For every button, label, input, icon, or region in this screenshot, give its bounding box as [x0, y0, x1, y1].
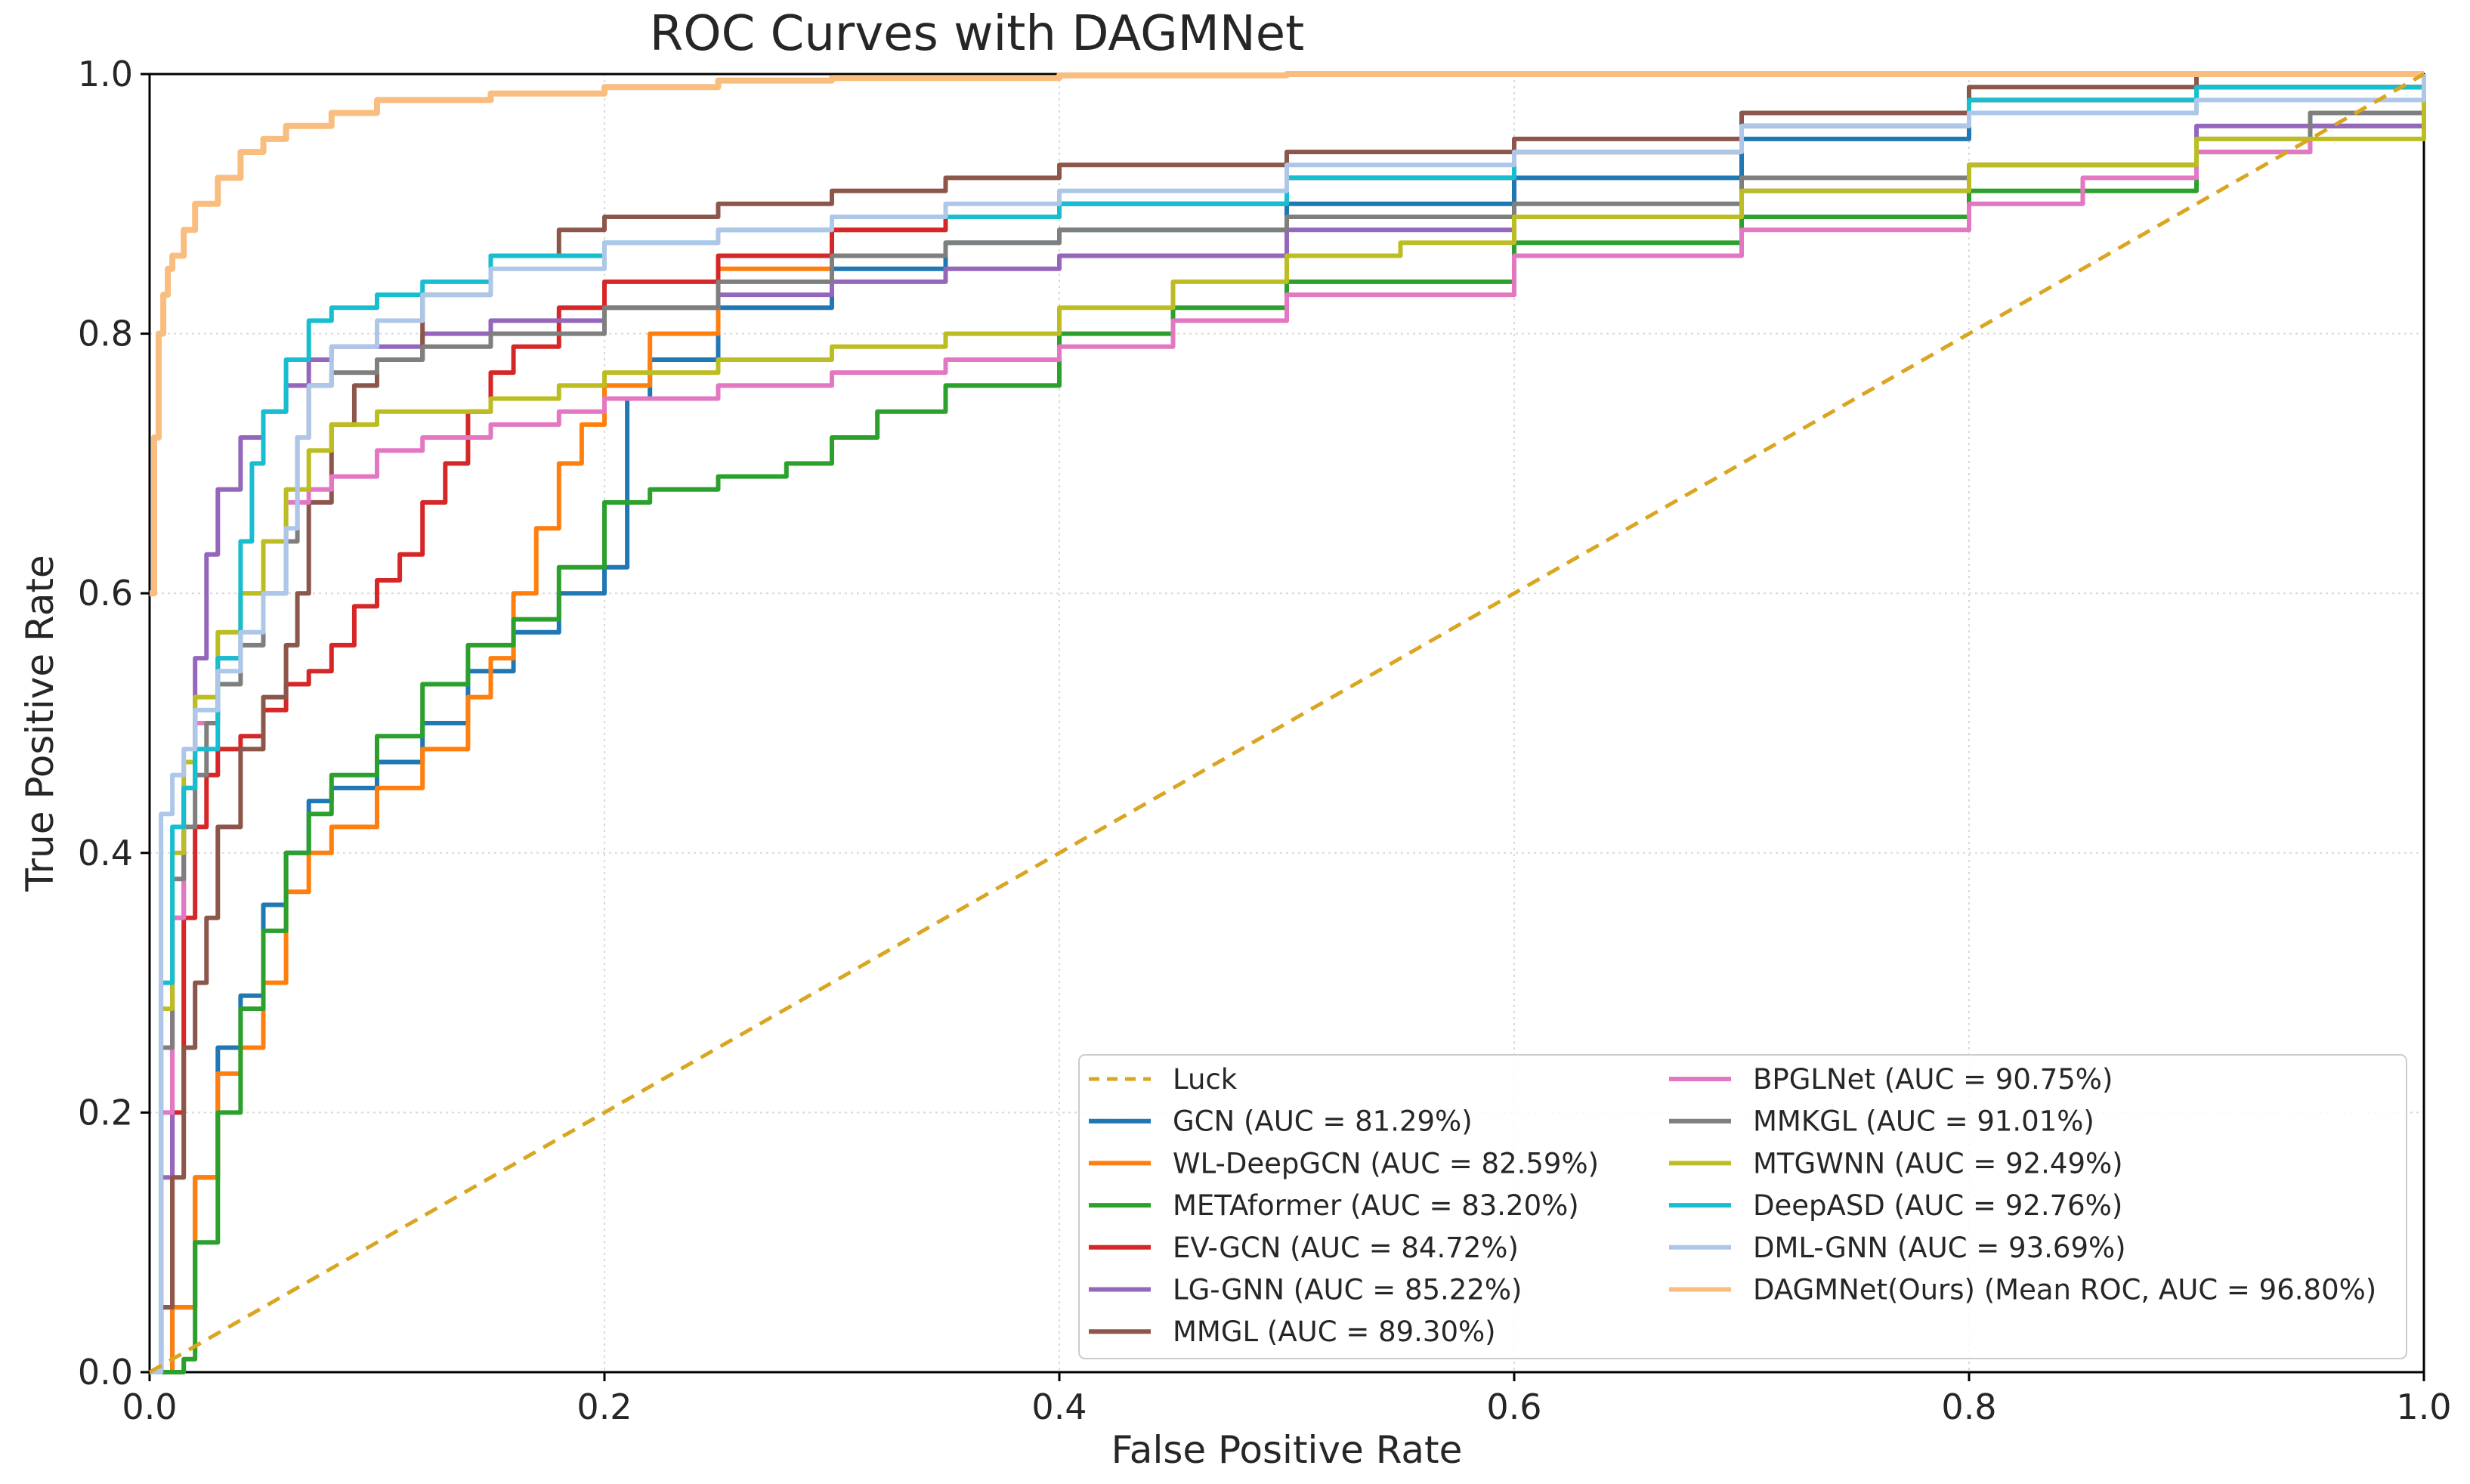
chart-title: ROC Curves with DAGMNet [650, 6, 1304, 62]
legend-label-dagmnet: DAGMNet(Ours) (Mean ROC, AUC = 96.80%) [1753, 1274, 2376, 1306]
x-axis: 0.0 0.2 0.4 0.6 0.8 1.0 [122, 1372, 2452, 1427]
legend-label-luck: Luck [1173, 1063, 1238, 1096]
y-tick-label: 0.2 [78, 1092, 133, 1133]
legend-label-mmkgl: MMKGL (AUC = 91.01%) [1753, 1105, 2094, 1138]
legend-label-mtgwnn: MTGWNN (AUC = 92.49%) [1753, 1147, 2123, 1179]
x-tick-label: 0.0 [122, 1387, 177, 1427]
series-line-dml-gnn [150, 74, 2426, 1374]
x-tick-label: 0.6 [1486, 1387, 1541, 1427]
legend-box [1078, 1054, 2407, 1359]
legend-label-gcn: GCN (AUC = 81.29%) [1173, 1105, 1473, 1138]
x-axis-label: False Positive Rate [1111, 1428, 1463, 1472]
x-tick-label: 0.4 [1031, 1387, 1087, 1427]
legend-label-mmgl: MMGL (AUC = 89.30%) [1173, 1316, 1496, 1348]
x-tick-label: 0.8 [1941, 1387, 1996, 1427]
y-tick-label: 0.0 [78, 1352, 133, 1393]
y-tick-label: 0.4 [78, 833, 133, 873]
y-axis: 0.0 0.2 0.4 0.6 0.8 1.0 [78, 54, 150, 1393]
series-line-mtgwnn [150, 74, 2426, 1374]
series-line-luck [148, 72, 2425, 1374]
legend-label-wl-deepgcn: WL-DeepGCN (AUC = 82.59%) [1173, 1147, 1599, 1179]
legend-label-deepasd: DeepASD (AUC = 92.76%) [1753, 1189, 2122, 1222]
x-tick-label: 0.2 [577, 1387, 632, 1427]
series-line-metaformer [150, 87, 2426, 1374]
legend-label-lg-gnn: LG-GNN (AUC = 85.22%) [1173, 1274, 1522, 1306]
legend: Luck GCN (AUC = 81.29%) WL-DeepGCN (AUC = … [1078, 1054, 2407, 1359]
series-lines [148, 71, 2426, 1374]
legend-label-ev-gcn: EV-GCN (AUC = 84.72%) [1173, 1232, 1519, 1264]
y-tick-label: 0.8 [78, 314, 133, 354]
legend-label-bpglnet: BPGLNet (AUC = 90.75%) [1753, 1063, 2113, 1096]
series-line-dagmnet [150, 71, 2424, 597]
y-tick-label: 1.0 [78, 54, 133, 94]
legend-label-metaformer: METAformer (AUC = 83.20%) [1173, 1189, 1579, 1222]
x-tick-label: 1.0 [2396, 1387, 2451, 1427]
y-tick-label: 0.6 [78, 573, 133, 614]
y-axis-label: True Positive Rate [18, 555, 62, 892]
legend-label-dml-gnn: DML-GNN (AUC = 93.69%) [1753, 1232, 2126, 1264]
